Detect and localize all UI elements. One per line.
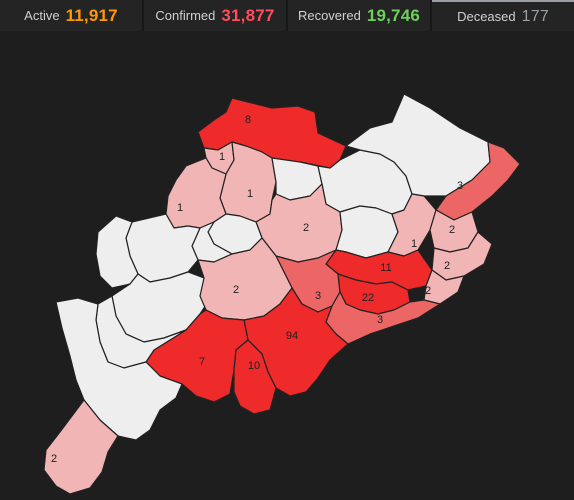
stat-recovered[interactable]: Recovered 19,746 bbox=[288, 0, 430, 31]
district-gajapati[interactable] bbox=[233, 339, 277, 415]
stat-active[interactable]: Active 11,917 bbox=[0, 0, 142, 31]
stat-deceased[interactable]: Deceased 177 bbox=[432, 0, 574, 31]
stat-active-label: Active bbox=[24, 8, 60, 23]
stat-deceased-value: 177 bbox=[521, 7, 549, 25]
stat-confirmed-label: Confirmed bbox=[155, 8, 216, 23]
stat-confirmed[interactable]: Confirmed 31,877 bbox=[144, 0, 286, 31]
stat-recovered-value: 19,746 bbox=[366, 5, 421, 25]
district-malkangiri[interactable] bbox=[43, 399, 119, 495]
stat-recovered-label: Recovered bbox=[297, 8, 361, 23]
district-map: 8 1 1 1 3 2 1 2 2 11 2 3 22 3 2 94 7 10 2 bbox=[0, 31, 574, 500]
stat-active-value: 11,917 bbox=[65, 5, 118, 25]
districts-layer bbox=[43, 93, 521, 495]
stat-deceased-label: Deceased bbox=[457, 9, 516, 24]
district-koraput[interactable] bbox=[55, 297, 183, 441]
stats-bar: Active 11,917 Confirmed 31,877 Recovered… bbox=[0, 0, 574, 31]
stat-confirmed-value: 31,877 bbox=[221, 5, 275, 25]
